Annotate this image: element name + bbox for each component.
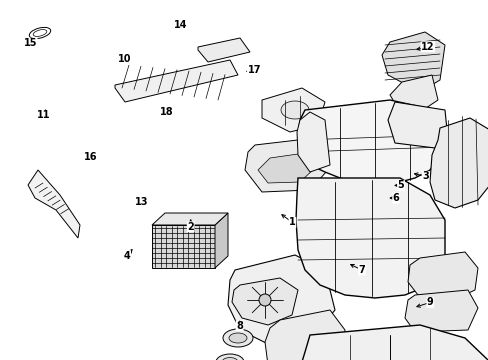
Polygon shape [262, 88, 325, 132]
Polygon shape [152, 213, 227, 225]
Ellipse shape [259, 294, 270, 306]
Polygon shape [407, 252, 477, 298]
Ellipse shape [33, 30, 47, 36]
Text: 4: 4 [123, 251, 130, 261]
Polygon shape [295, 178, 444, 298]
Polygon shape [258, 153, 314, 183]
Polygon shape [381, 32, 444, 92]
Text: 11: 11 [37, 110, 51, 120]
Polygon shape [244, 138, 334, 192]
Text: 13: 13 [135, 197, 148, 207]
Text: 1: 1 [288, 217, 295, 228]
Text: 7: 7 [358, 265, 365, 275]
Polygon shape [429, 118, 488, 208]
Text: 5: 5 [397, 180, 404, 190]
Polygon shape [389, 75, 437, 112]
Text: 9: 9 [426, 297, 433, 307]
Polygon shape [264, 310, 345, 360]
Polygon shape [28, 170, 80, 238]
Text: 17: 17 [247, 65, 261, 75]
Text: 2: 2 [187, 222, 194, 232]
Text: 14: 14 [174, 20, 187, 30]
Text: 3: 3 [421, 171, 428, 181]
Ellipse shape [223, 329, 252, 347]
Polygon shape [198, 38, 249, 62]
Polygon shape [215, 213, 227, 268]
Text: 6: 6 [392, 193, 399, 203]
Text: 12: 12 [420, 42, 434, 52]
Text: 18: 18 [159, 107, 173, 117]
Polygon shape [387, 102, 447, 148]
Polygon shape [297, 100, 444, 185]
Polygon shape [295, 325, 487, 360]
Text: 15: 15 [23, 38, 37, 48]
Ellipse shape [222, 357, 238, 360]
Polygon shape [152, 225, 215, 268]
Polygon shape [404, 290, 477, 332]
Polygon shape [296, 112, 329, 172]
Polygon shape [227, 255, 334, 345]
Polygon shape [115, 60, 238, 102]
Ellipse shape [281, 101, 308, 119]
Ellipse shape [216, 354, 244, 360]
Ellipse shape [228, 333, 246, 343]
Ellipse shape [29, 27, 51, 39]
Text: 8: 8 [236, 321, 243, 331]
Text: 16: 16 [83, 152, 97, 162]
Polygon shape [231, 278, 297, 325]
Text: 10: 10 [118, 54, 131, 64]
